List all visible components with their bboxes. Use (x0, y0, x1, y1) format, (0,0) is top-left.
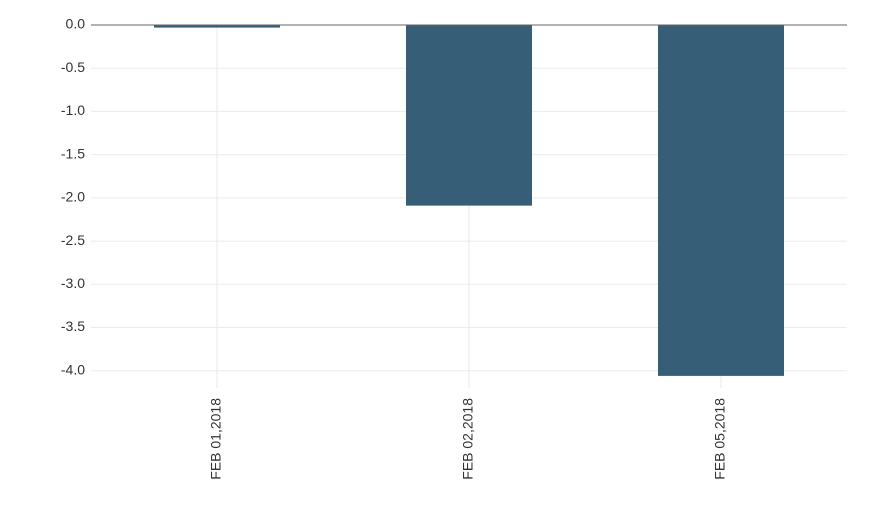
x-tick-label: FEB 01,2018 (208, 398, 224, 480)
bar (154, 25, 280, 28)
x-tick-label: FEB 05,2018 (712, 398, 728, 480)
bar (658, 25, 784, 376)
y-tick-label: -3.5 (61, 318, 85, 334)
y-tick-label: 0.0 (66, 16, 86, 32)
y-tick-label: -3.0 (61, 275, 85, 291)
y-tick-label: -1.0 (61, 102, 85, 118)
bar (406, 25, 532, 206)
y-tick-label: -4.0 (61, 361, 85, 377)
y-tick-label: -2.5 (61, 232, 85, 248)
y-tick-label: -2.0 (61, 189, 85, 205)
y-tick-label: -1.5 (61, 145, 85, 161)
y-tick-label: -0.5 (61, 59, 85, 75)
x-tick-label: FEB 02,2018 (460, 398, 476, 480)
